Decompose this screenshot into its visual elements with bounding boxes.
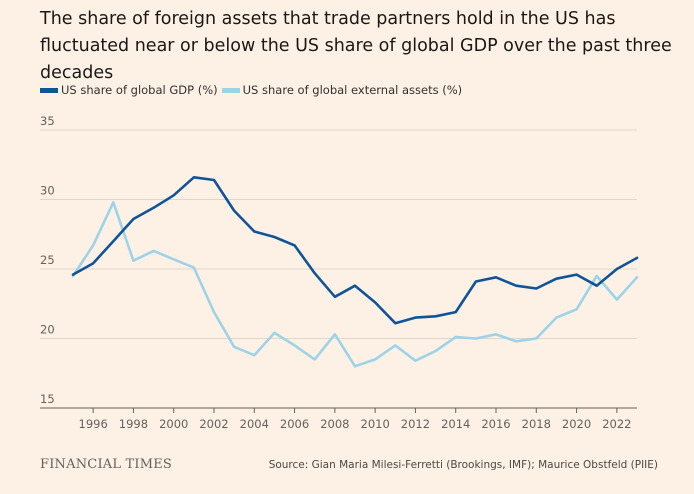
legend: US share of global GDP (%) US share of g… <box>40 83 466 97</box>
x-tick-label: 2000 <box>159 417 188 431</box>
x-tick-label: 2014 <box>441 417 470 431</box>
x-tick-label: 2008 <box>320 417 349 431</box>
x-tick-label: 2012 <box>401 417 430 431</box>
x-tick-label: 2016 <box>481 417 510 431</box>
x-tick-label: 2018 <box>522 417 551 431</box>
chart-title: The share of foreign assets that trade p… <box>40 9 672 83</box>
y-tick-label: 30 <box>40 184 55 198</box>
x-tick-label: 2004 <box>240 417 269 431</box>
ft-logo: FINANCIAL TIMES <box>40 457 173 472</box>
series-line-assets <box>71 201 639 368</box>
y-tick-label: 15 <box>40 392 55 406</box>
x-tick-label: 2020 <box>562 417 591 431</box>
source-note: Source: Gian Maria Milesi-Ferretti (Broo… <box>268 459 658 471</box>
x-tick-label: 2010 <box>361 417 390 431</box>
x-tick-label: 2006 <box>280 417 309 431</box>
x-tick-label: 1998 <box>119 417 148 431</box>
legend-item-assets: US share of global external assets (%) <box>221 83 463 97</box>
x-tick-label: 2022 <box>602 417 631 431</box>
legend-item-gdp: US share of global GDP (%) <box>40 83 218 97</box>
y-tick-label: 35 <box>40 114 55 128</box>
legend-swatch-assets <box>221 87 240 93</box>
legend-label-gdp: US share of global GDP (%) <box>61 83 218 97</box>
y-tick-label: 25 <box>40 253 55 267</box>
y-tick-label: 20 <box>40 323 55 337</box>
x-tick-label: 2002 <box>199 417 228 431</box>
series-line-gdp <box>71 176 639 325</box>
x-tick-label: 1996 <box>79 417 108 431</box>
legend-swatch-gdp <box>40 87 58 93</box>
legend-label-assets: US share of global external assets (%) <box>242 83 463 97</box>
